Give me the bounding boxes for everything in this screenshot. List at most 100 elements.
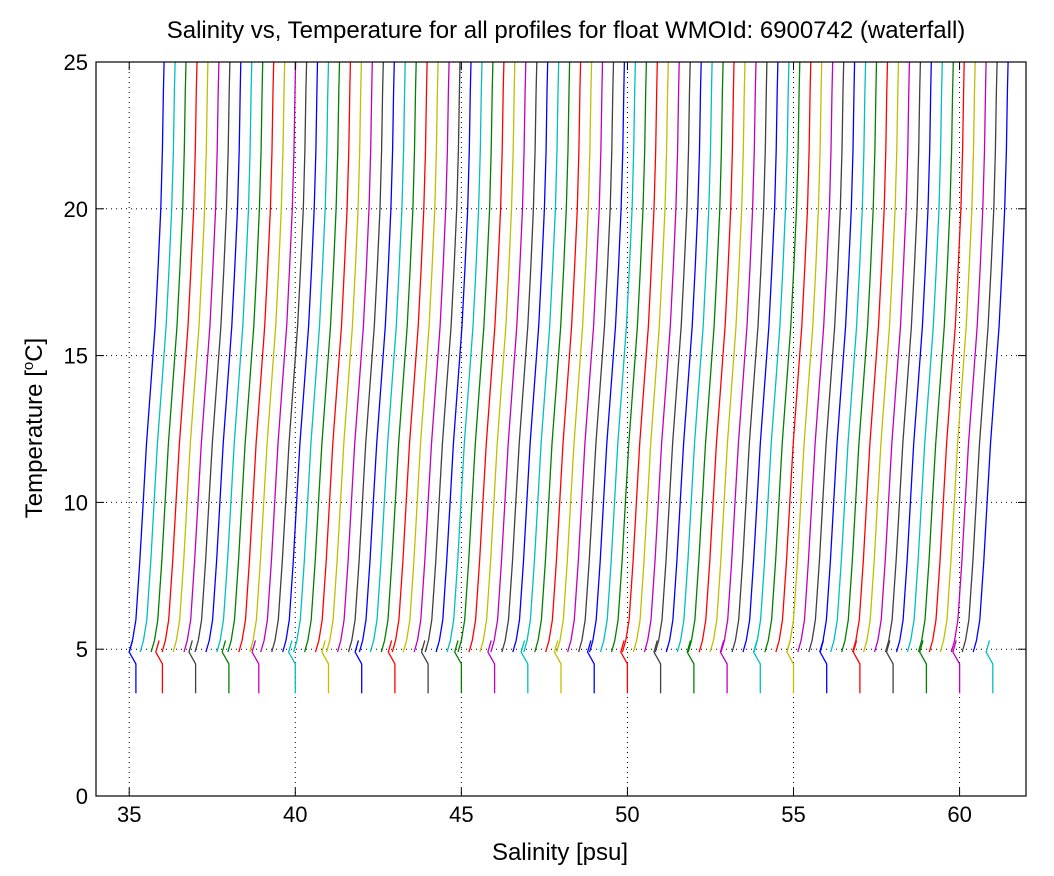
profile-line [260, 61, 297, 653]
profile-line [501, 61, 538, 653]
y-tick-label: 0 [76, 784, 88, 809]
profile-line [347, 61, 384, 653]
profile-line [194, 61, 231, 653]
profile-deep-segment [752, 640, 761, 694]
profile-line [610, 61, 648, 653]
profile-line [435, 61, 472, 653]
profile-line [446, 61, 483, 653]
x-axis-label: Salinity [psu] [492, 839, 628, 866]
plot-area: 35 40 45 50 55 60 0 5 10 15 20 25 [64, 50, 1027, 827]
profile-deep-segment [553, 640, 562, 694]
profile-line [654, 61, 691, 653]
profile-deep-segment [354, 640, 363, 694]
profile-line [687, 61, 724, 653]
profile-line [413, 61, 450, 653]
profile-deep-segment [985, 640, 994, 694]
profile-line [851, 61, 889, 653]
profile-line [303, 61, 341, 653]
y-axis-label: Temperature [oC] [20, 338, 48, 518]
profile-line [830, 61, 867, 653]
profile-line [380, 61, 417, 653]
profile-deep-segment [520, 640, 529, 694]
profile-line [424, 61, 461, 653]
profile-line [698, 61, 735, 653]
profile-line [457, 61, 494, 653]
profile-line [895, 61, 932, 653]
profile-deep-segment [487, 640, 496, 694]
profile-line [523, 61, 560, 653]
profile-deep-segment [586, 640, 595, 694]
profile-line [961, 61, 998, 653]
profile-deep-segment [952, 640, 961, 694]
profile-deep-segment [321, 640, 330, 694]
profile-line [632, 61, 669, 653]
profile-line [731, 61, 768, 653]
profile-deep-segment [221, 640, 230, 694]
profile-line [841, 61, 878, 653]
profile-line [205, 61, 242, 653]
profile-line [939, 61, 976, 653]
profile-line [238, 61, 275, 653]
profile-line [764, 61, 801, 653]
x-tick-label: 40 [283, 802, 307, 827]
profile-line [742, 61, 779, 653]
y-tick-label: 25 [64, 50, 88, 75]
profile-line [599, 61, 637, 653]
profile-line [545, 61, 582, 653]
profile-line [292, 61, 330, 653]
profile-line [490, 61, 527, 653]
profile-line [709, 61, 746, 653]
y-axis-label-superscript: o [20, 362, 37, 370]
y-axis-label-main: Temperature [ [21, 370, 48, 518]
profile-line [172, 61, 209, 653]
profile-line [314, 61, 352, 653]
x-tick-label: 35 [117, 802, 141, 827]
profile-deep-segment [653, 640, 662, 694]
profile-line [161, 61, 198, 653]
y-axis-label-tail: C] [21, 338, 48, 362]
profile-deep-segment [819, 640, 828, 694]
profile-deep-segment [251, 640, 260, 694]
profile-line [479, 61, 516, 653]
profile-line [643, 61, 680, 653]
profile-deep-segment [686, 640, 695, 694]
profile-line [271, 61, 308, 653]
profile-line [676, 61, 713, 653]
y-tick-label: 5 [76, 637, 88, 662]
y-tick-label: 20 [64, 197, 88, 222]
profile-deep-segment [387, 640, 396, 694]
profile-line [139, 61, 176, 653]
profile-line [369, 61, 406, 653]
profile-line [884, 61, 922, 653]
profile-line [249, 61, 286, 653]
profile-line [775, 61, 812, 653]
profile-line [128, 61, 165, 653]
profile-line [556, 61, 593, 653]
profile-line [621, 61, 658, 653]
profile-deep-segment [454, 640, 463, 694]
profile-line [665, 61, 702, 653]
x-tick-label: 55 [781, 802, 805, 827]
profile-line [753, 61, 790, 653]
profile-line [577, 61, 615, 653]
x-tick-label: 50 [615, 802, 639, 827]
profile-line [797, 61, 834, 653]
profile-deep-segment [287, 640, 296, 694]
profile-line [391, 61, 428, 653]
profile-deep-segment [719, 640, 728, 694]
profile-line [227, 61, 264, 653]
profile-deep-segment [128, 640, 137, 694]
profile-line [216, 61, 253, 653]
profile-line [468, 61, 505, 653]
profile-line [402, 61, 439, 653]
profile-line [972, 61, 1009, 653]
profile-deep-segment [155, 640, 164, 694]
profile-line [183, 61, 220, 653]
profile-line [150, 61, 187, 653]
x-tick-label: 60 [947, 802, 971, 827]
profile-line [282, 61, 319, 653]
profile-line [588, 61, 626, 653]
profile-line [786, 61, 823, 653]
plot-frame [95, 61, 1027, 797]
